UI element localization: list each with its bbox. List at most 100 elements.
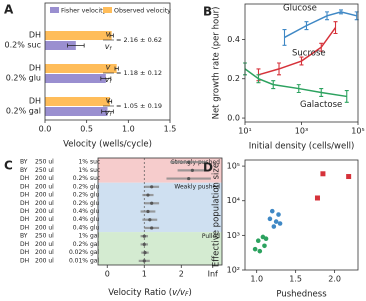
row-label: glu: [90, 192, 99, 199]
dot: [150, 201, 154, 205]
dot: [146, 209, 150, 214]
panel-label: B: [203, 5, 212, 19]
row-label: 1%: [78, 159, 88, 166]
point: [262, 243, 267, 249]
y-tick-label: 0.4: [227, 35, 240, 44]
row-label: DH: [20, 175, 29, 182]
row-label: BY: [20, 167, 28, 174]
legend-swatch: [103, 7, 112, 13]
row-label: 1%: [78, 167, 88, 174]
row-label: DH: [20, 192, 29, 199]
series-line: [244, 68, 347, 98]
error-bar: [256, 74, 261, 84]
row-label: 200 ul: [35, 241, 54, 248]
dot: [150, 226, 154, 230]
error-bar: [114, 66, 119, 71]
row-label: 200 ul: [35, 257, 54, 264]
y-tick-label: 10²: [227, 266, 240, 275]
bar: [45, 41, 76, 50]
series-label: Galactose: [300, 100, 342, 110]
row-label: glu: [90, 200, 99, 207]
row-label: gal: [90, 241, 99, 248]
x-tick-label: 1: [142, 270, 147, 279]
error-bar: [319, 42, 324, 52]
dot: [150, 185, 154, 189]
point: [255, 238, 261, 244]
row-label: 1%: [78, 233, 88, 240]
row-label: 200 ul: [35, 200, 54, 207]
error-bar: [304, 21, 309, 31]
point: [269, 208, 275, 214]
x-axis-label-part: ): [188, 288, 191, 298]
row-label: 0.4%: [73, 216, 89, 223]
panel-label: D: [203, 161, 213, 175]
ratio-denominator: vf: [105, 108, 113, 118]
ratio-den-main: v: [105, 42, 110, 51]
dot: [187, 176, 191, 181]
row-label: 250 ul: [35, 233, 54, 240]
error-bar: [333, 21, 338, 35]
ratio-den-sub: f: [109, 46, 112, 52]
error-bar: [338, 9, 343, 15]
y-tick-label: 0.2: [227, 74, 240, 83]
ratio-den-sub: f: [109, 112, 112, 118]
point: [267, 216, 273, 222]
dot: [187, 160, 191, 164]
row-label: DH: [20, 257, 29, 264]
legend-swatch: [50, 7, 59, 13]
x-tick-label: 1.5: [289, 275, 302, 284]
row-label: 200 ul: [35, 183, 54, 190]
x-axis-label: Velocity Ratio (v/vF): [108, 288, 192, 298]
row-label: 200 ul: [35, 175, 54, 182]
row-label: 200 ul: [35, 208, 54, 215]
legend-label: Observed velocity: [114, 8, 171, 15]
series-line: [284, 11, 357, 39]
row-label: glu: [90, 224, 99, 231]
point: [277, 221, 283, 226]
plot-frame: [97, 157, 223, 266]
x-tick-label: 1.5: [164, 125, 177, 134]
ratio-den-main: v: [105, 75, 110, 84]
point: [273, 219, 279, 224]
category-label: 0.2% suc: [4, 41, 41, 50]
y-tick-label: 10⁴: [227, 196, 240, 205]
error-bar: [109, 33, 114, 38]
row-label: suc: [90, 159, 100, 166]
x-axis-label: Pushedness: [276, 290, 327, 300]
y-axis-label: Net growth rate (per hour): [212, 7, 222, 120]
row-label: 250 ul: [35, 167, 54, 174]
ratio-numerator: v: [106, 30, 111, 39]
dot: [142, 234, 146, 238]
x-tick-label: Inf: [208, 270, 218, 279]
x-axis-label-part: Velocity Ratio (: [108, 288, 172, 298]
category-label: 0.2% glu: [6, 74, 41, 83]
row-label: 0.01%: [69, 257, 88, 264]
error-bar: [344, 89, 349, 103]
bar: [45, 97, 110, 106]
row-label: 0.2%: [73, 200, 89, 207]
error-bar: [107, 99, 113, 104]
y-tick-label: 0.0: [227, 114, 240, 123]
row-label: DH: [20, 200, 29, 207]
x-axis-label: Initial density (cells/well): [249, 142, 355, 152]
row-label: 200 ul: [35, 224, 54, 231]
error-bar: [271, 80, 276, 90]
row-label: 200 ul: [35, 216, 54, 223]
error-bar: [100, 76, 112, 81]
y-axis-label: Effective population size: [212, 163, 222, 267]
row-label: gal: [90, 257, 99, 264]
x-tick-label: 1.0: [250, 275, 263, 284]
error-bar: [319, 88, 324, 97]
x-tick-label: 10⁵: [351, 127, 364, 136]
error-bar: [299, 56, 304, 66]
category-label: DH: [29, 97, 41, 106]
dot: [146, 193, 150, 197]
plot-frame: [244, 159, 359, 271]
error-bar: [67, 43, 85, 48]
category-label: 0.2% gal: [6, 107, 41, 116]
row-label: 200 ul: [35, 249, 54, 256]
x-axis-label: Velocity (wells/cycle): [63, 140, 152, 150]
x-tick-label: 0: [105, 270, 110, 279]
point: [346, 174, 352, 180]
